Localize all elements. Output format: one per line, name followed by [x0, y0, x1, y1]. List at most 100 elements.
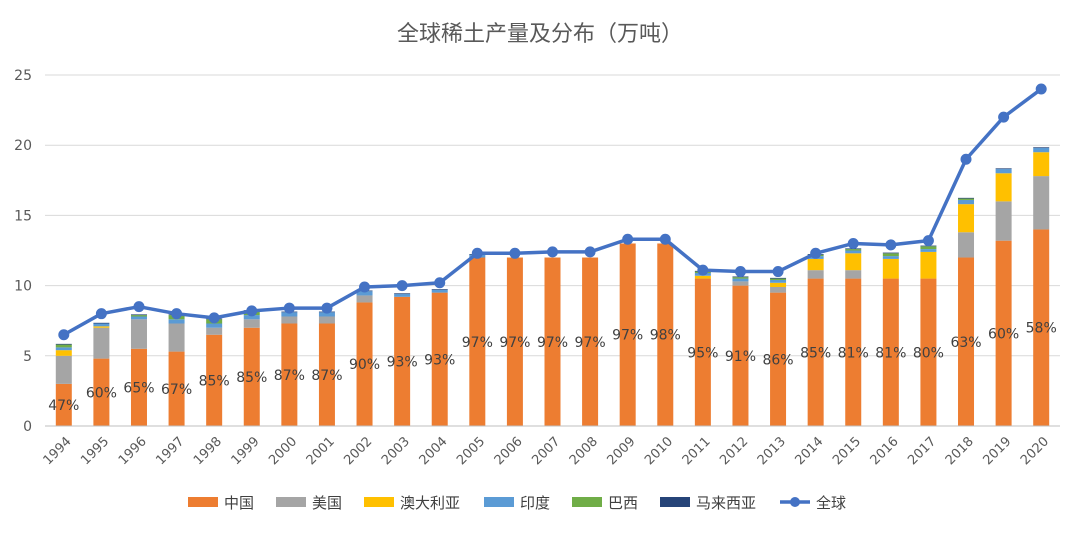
global-point-2008 — [584, 246, 596, 258]
share-label-2008: 97% — [575, 335, 606, 351]
y-tick-label-15: 15 — [14, 208, 32, 224]
legend-swatch-3 — [484, 497, 514, 507]
bar-2015-series-1 — [845, 270, 862, 279]
bar-2013-series-5 — [770, 277, 787, 279]
x-tick-label-1998: 1998 — [191, 434, 225, 468]
legend-swatch-marker — [790, 497, 800, 507]
bar-1994-series-4 — [55, 344, 72, 348]
share-label-2002: 90% — [349, 357, 380, 373]
y-tick-label-10: 10 — [14, 279, 32, 295]
bar-2020-series-1 — [1033, 176, 1050, 230]
share-label-1997: 67% — [161, 382, 192, 398]
bar-1994-series-2 — [55, 350, 72, 356]
legend-label-5: 马来西亚 — [696, 494, 756, 512]
bar-1999-series-1 — [243, 319, 260, 328]
global-point-1995 — [95, 308, 107, 320]
bar-2015-series-4 — [845, 249, 862, 251]
bar-2018-series-1 — [958, 232, 975, 258]
bar-1998-series-1 — [206, 327, 223, 335]
bar-1997-series-0 — [168, 351, 185, 426]
global-point-1999 — [246, 305, 258, 317]
bar-2003-series-0 — [394, 296, 411, 426]
bar-1995-series-0 — [93, 358, 110, 426]
share-label-2011: 95% — [687, 345, 718, 361]
bar-2001-series-0 — [318, 323, 335, 426]
global-point-2003 — [396, 280, 408, 292]
global-point-1994 — [58, 329, 70, 341]
x-tick-label-2013: 2013 — [755, 434, 789, 468]
x-tick-label-2019: 2019 — [980, 434, 1014, 468]
x-tick-label-2004: 2004 — [417, 434, 451, 468]
y-tick-label-25: 25 — [14, 68, 32, 84]
global-line — [58, 83, 1047, 341]
bar-2014-series-0 — [807, 278, 824, 426]
bar-2012-series-1 — [732, 281, 749, 286]
bar-2000-series-0 — [281, 323, 298, 426]
bar-2020-series-3 — [1033, 148, 1050, 153]
bar-2019-series-5 — [995, 168, 1012, 170]
bar-2017-series-3 — [920, 249, 937, 252]
legend-label-3: 印度 — [520, 494, 550, 512]
legend-label-0: 中国 — [224, 494, 254, 512]
bar-2003-series-3 — [394, 294, 411, 297]
x-tick-label-2008: 2008 — [567, 434, 601, 468]
share-label-2014: 85% — [800, 345, 831, 361]
share-label-2012: 91% — [725, 349, 756, 365]
global-point-2009 — [622, 233, 634, 245]
bar-1995-series-2 — [93, 326, 110, 328]
bar-2005-series-0 — [469, 257, 486, 426]
global-point-2020 — [1035, 83, 1047, 95]
y-tick-label-20: 20 — [14, 138, 32, 154]
x-tick-label-2012: 2012 — [717, 434, 751, 468]
bar-2016-series-2 — [882, 258, 899, 279]
bar-2013-series-2 — [770, 282, 787, 288]
y-axis: 0 5 10 15 20 25 — [14, 68, 32, 435]
bar-2011-series-2 — [694, 275, 711, 279]
bar-2018-series-5 — [958, 197, 975, 199]
share-label-2001: 87% — [311, 368, 342, 384]
bar-2009-series-0 — [619, 243, 636, 426]
bar-2008-series-0 — [582, 257, 599, 426]
share-label-2009: 97% — [612, 328, 643, 344]
chart-title: 全球稀土产量及分布（万吨） — [397, 22, 683, 47]
bar-2015-series-3 — [845, 250, 862, 254]
bar-2020-series-2 — [1033, 152, 1050, 177]
share-label-2013: 86% — [762, 352, 793, 368]
x-tick-label-2011: 2011 — [680, 434, 714, 468]
bar-2016-series-4 — [882, 253, 899, 257]
x-axis: 1994 1995 1996 1997 1998 1999 2000 2001 2002 2003… — [41, 425, 1060, 468]
bar-1997-series-1 — [168, 323, 185, 352]
bar-2020-series-0 — [1033, 229, 1050, 426]
x-tick-label-2014: 2014 — [792, 434, 826, 468]
bar-2013-series-0 — [770, 292, 787, 426]
global-point-2013 — [772, 266, 784, 278]
legend-label-4: 巴西 — [608, 494, 638, 512]
x-tick-label-2018: 2018 — [943, 434, 977, 468]
x-tick-label-2006: 2006 — [492, 434, 526, 468]
share-label-1999: 85% — [236, 370, 267, 386]
legend: 中国 美国 澳大利亚 印度 巴西 马来西亚 全球 — [188, 494, 846, 512]
x-tick-label-1994: 1994 — [41, 434, 75, 468]
bar-2012-series-4 — [732, 277, 749, 279]
share-label-2018: 63% — [950, 335, 981, 351]
share-label-2007: 97% — [537, 335, 568, 351]
bar-1996-series-5 — [130, 314, 147, 316]
bar-2012-series-3 — [732, 278, 749, 282]
global-point-2014 — [810, 247, 822, 259]
global-point-2019 — [998, 111, 1010, 123]
bar-2006-series-0 — [506, 257, 523, 426]
x-tick-label-2010: 2010 — [642, 434, 676, 468]
global-point-2006 — [509, 247, 521, 259]
global-point-2012 — [734, 266, 746, 278]
bar-2016-series-3 — [882, 256, 899, 259]
bar-2017-series-0 — [920, 278, 937, 426]
bar-2018-series-4 — [958, 198, 975, 200]
share-label-1995: 60% — [86, 385, 117, 401]
legend-label-6: 全球 — [816, 494, 846, 512]
global-point-2007 — [547, 246, 558, 258]
share-label-2017: 80% — [913, 345, 944, 361]
y-tick-label-5: 5 — [23, 349, 32, 365]
bar-2004-series-0 — [431, 292, 448, 426]
bar-2010-series-0 — [657, 243, 674, 426]
x-tick-label-2007: 2007 — [529, 434, 563, 468]
